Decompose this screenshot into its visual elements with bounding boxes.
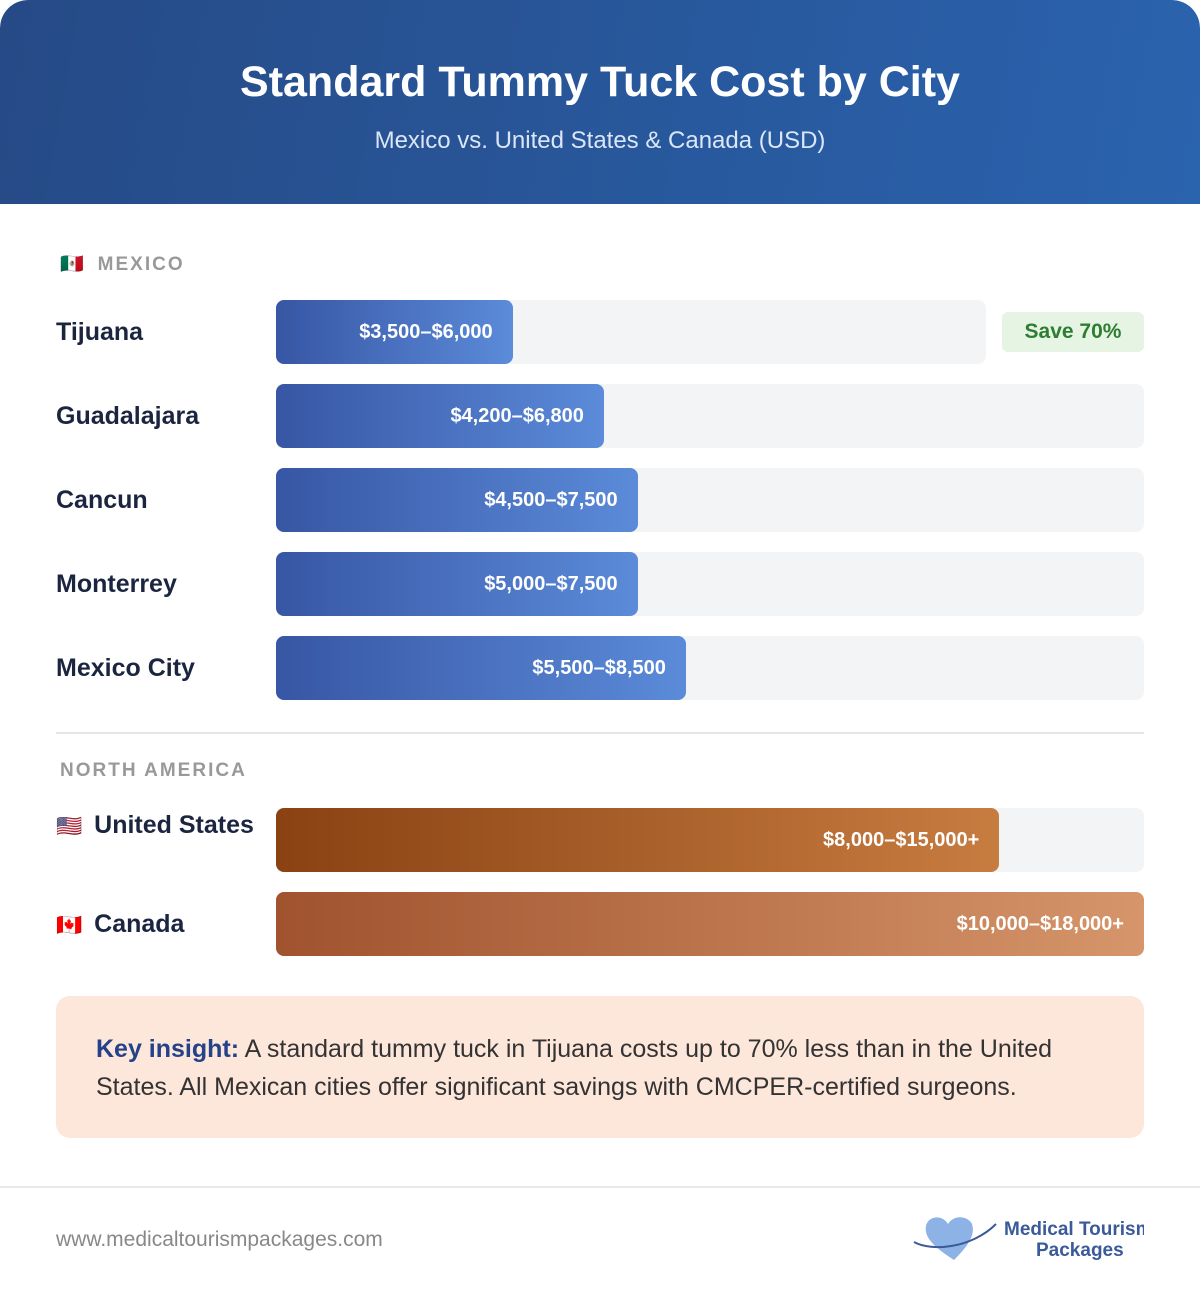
- bar: $5,000–$7,500: [276, 552, 638, 616]
- city-name: Monterrey: [56, 570, 177, 598]
- logo-line1: Medical Tourism: [1004, 1219, 1144, 1240]
- city-name: Mexico City: [56, 654, 195, 682]
- logo: Medical Tourism Packages: [912, 1212, 1153, 1269]
- city-name: Tijuana: [56, 318, 144, 346]
- bar: $4,200–$6,800: [276, 384, 604, 448]
- insight-text: A standard tummy tuck in Tijuana costs u…: [96, 1035, 1053, 1101]
- header: Standard Tummy Tuck Cost by City Mexico …: [0, 0, 1200, 204]
- insight-box: Key insight: A standard tummy tuck in Ti…: [56, 996, 1144, 1138]
- bar-track: $3,500–$6,000: [276, 300, 986, 364]
- footer-line: [0, 1186, 1200, 1188]
- city-name: United States: [94, 811, 254, 839]
- city-name: Guadalajara: [56, 402, 200, 430]
- footer-url: www.medicaltourismpackages.com: [56, 1228, 383, 1251]
- insight-lead: Key insight:: [96, 1035, 240, 1063]
- bar-track: $10,000–$18,000+: [276, 892, 1144, 956]
- section-flag: 🇲🇽: [60, 254, 84, 275]
- city-label: Mexico City: [56, 653, 256, 683]
- divider: [56, 732, 1144, 734]
- bar: $10,000–$18,000+: [276, 892, 1144, 956]
- logo-line2: Packages: [1036, 1240, 1124, 1261]
- bar: $4,500–$7,500: [276, 468, 638, 532]
- bar-track: $4,500–$7,500: [276, 468, 1144, 532]
- city-name: Cancun: [56, 486, 148, 514]
- section-name: NORTH AMERICA: [60, 760, 247, 781]
- bar-track: $5,000–$7,500: [276, 552, 1144, 616]
- bar: $8,000–$15,000+: [276, 808, 1000, 872]
- section-heading: NORTH AMERICA: [60, 760, 247, 782]
- section-heading: 🇲🇽 MEXICO: [60, 252, 185, 276]
- bar-track: $5,500–$8,500: [276, 636, 1144, 700]
- savings-badge: Save 70%: [1002, 312, 1144, 352]
- bar: $3,500–$6,000: [276, 300, 513, 364]
- city-label: Guadalajara: [56, 401, 256, 431]
- section-name: MEXICO: [97, 254, 185, 275]
- bar-track: $4,200–$6,800: [276, 384, 1144, 448]
- title: Standard Tummy Tuck Cost by City: [240, 58, 960, 106]
- city-label: Monterrey: [56, 569, 256, 599]
- city-flag: 🇨🇦: [56, 914, 83, 937]
- city-name: Canada: [94, 910, 185, 938]
- logo-graphic: Medical Tourism Packages: [913, 1217, 1153, 1261]
- city-label: Cancun: [56, 485, 256, 515]
- city-label: Tijuana: [56, 317, 256, 347]
- bar-track: $8,000–$15,000+: [276, 808, 1144, 872]
- city-label: 🇨🇦 Canada: [56, 909, 256, 941]
- city-label: 🇺🇸 United States: [56, 810, 256, 842]
- city-flag: 🇺🇸: [56, 815, 83, 838]
- bar: $5,500–$8,500: [276, 636, 686, 700]
- subtitle: Mexico vs. United States & Canada (USD): [374, 127, 826, 154]
